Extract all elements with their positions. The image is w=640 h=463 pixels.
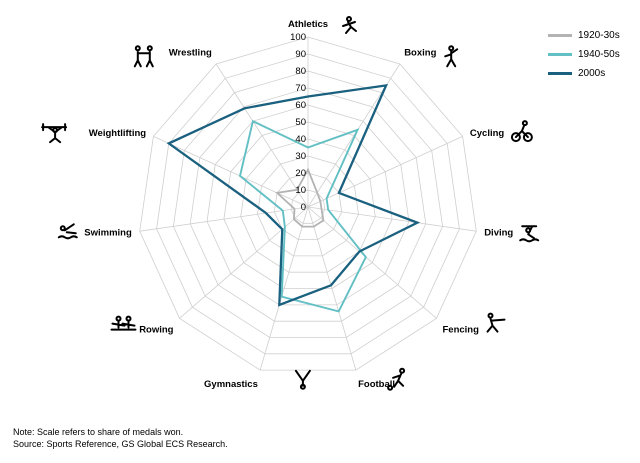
category-icons (41, 16, 540, 391)
rowers-icon (110, 315, 137, 331)
grid-ring-2 (273, 172, 343, 241)
category-label-swimming: Swimming (84, 227, 132, 238)
legend-label-1920-30s: 1920-30s (578, 30, 620, 41)
legend-label-2000s: 2000s (578, 68, 606, 79)
legend-label-1940-50s: 1940-50s (578, 49, 620, 60)
legend-item-2000s: 2000s (548, 64, 638, 83)
category-label-gymnastics: Gymnastics (204, 379, 258, 390)
grid-ring-5 (223, 121, 393, 290)
weightlifter-icon (41, 123, 68, 144)
tick-label-50: 50 (295, 117, 306, 128)
gymnast-icon (294, 369, 311, 390)
tick-label-10: 10 (295, 185, 306, 196)
category-label-diving: Diving (484, 227, 513, 238)
category-label-boxing: Boxing (404, 47, 436, 58)
spoke-swimming (139, 206, 309, 232)
category-labels: Athletics Boxing Cycling Diving Fencing Footb… (84, 19, 513, 390)
tick-label-90: 90 (295, 49, 306, 60)
grid-ring-7 (189, 87, 427, 322)
legend-swatch-1920-30s (548, 34, 572, 37)
series-line-1920-30s (275, 167, 325, 228)
spoke-fencing (307, 206, 437, 319)
category-label-rowing: Rowing (139, 325, 173, 336)
tick-label-60: 60 (295, 100, 306, 111)
tick-label-0: 0 (301, 202, 306, 213)
grid-ring-6 (206, 104, 410, 306)
tick-label-100: 100 (290, 32, 306, 43)
grid-ring-10 (139, 36, 477, 371)
grid-ring-1 (290, 189, 326, 224)
spoke-weightlifting (153, 136, 309, 208)
tick-label-20: 20 (295, 168, 306, 179)
legend-swatch-2000s (548, 72, 572, 75)
series-line-2000s (166, 83, 421, 307)
grid-ring-8 (172, 70, 444, 338)
category-label-fencing: Fencing (443, 325, 480, 336)
chart-note: Note: Scale refers to share of medals wo… (13, 427, 184, 437)
runner-icon (342, 16, 357, 34)
spoke-diving (307, 206, 477, 232)
grid-ring-4 (240, 138, 376, 273)
tick-label-70: 70 (295, 83, 306, 94)
grid-ring-3 (257, 155, 359, 257)
category-label-athletics: Athletics (288, 19, 328, 30)
chart-source: Source: Sports Reference, GS Global ECS … (13, 439, 228, 449)
legend: 1920-30s 1940-50s 2000s (548, 26, 638, 83)
diver-icon (519, 225, 540, 243)
category-label-weightlifting: Weightlifting (89, 128, 147, 139)
spoke-gymnastics (259, 206, 309, 371)
tick-label-40: 40 (295, 134, 306, 145)
category-label-wrestling: Wrestling (169, 47, 212, 58)
spoke-cycling (307, 136, 463, 208)
spoke-football (307, 206, 357, 371)
category-label-football: Football (358, 379, 395, 390)
tick-label-30: 30 (295, 151, 306, 162)
fencer-icon (486, 312, 506, 333)
radial-tick-labels: 0 10 20 30 40 50 60 70 80 90 100 (290, 32, 306, 213)
radar-series (166, 83, 421, 313)
legend-item-1920-30s: 1920-30s (548, 26, 638, 45)
grid-ring-9 (156, 53, 460, 355)
radar-grid (139, 36, 477, 371)
spoke-rowing (179, 206, 309, 319)
boxer-icon (444, 45, 459, 68)
legend-item-1940-50s: 1940-50s (548, 45, 638, 64)
cyclist-icon (510, 120, 533, 143)
spoke-wrestling (215, 63, 309, 208)
category-label-cycling: Cycling (470, 128, 505, 139)
wrestlers-icon (133, 45, 154, 68)
legend-swatch-1940-50s (548, 53, 572, 56)
swimmer-icon (57, 223, 78, 240)
tick-label-80: 80 (295, 66, 306, 77)
footballer-icon (387, 367, 406, 391)
series-line-1940-50s (238, 119, 367, 313)
